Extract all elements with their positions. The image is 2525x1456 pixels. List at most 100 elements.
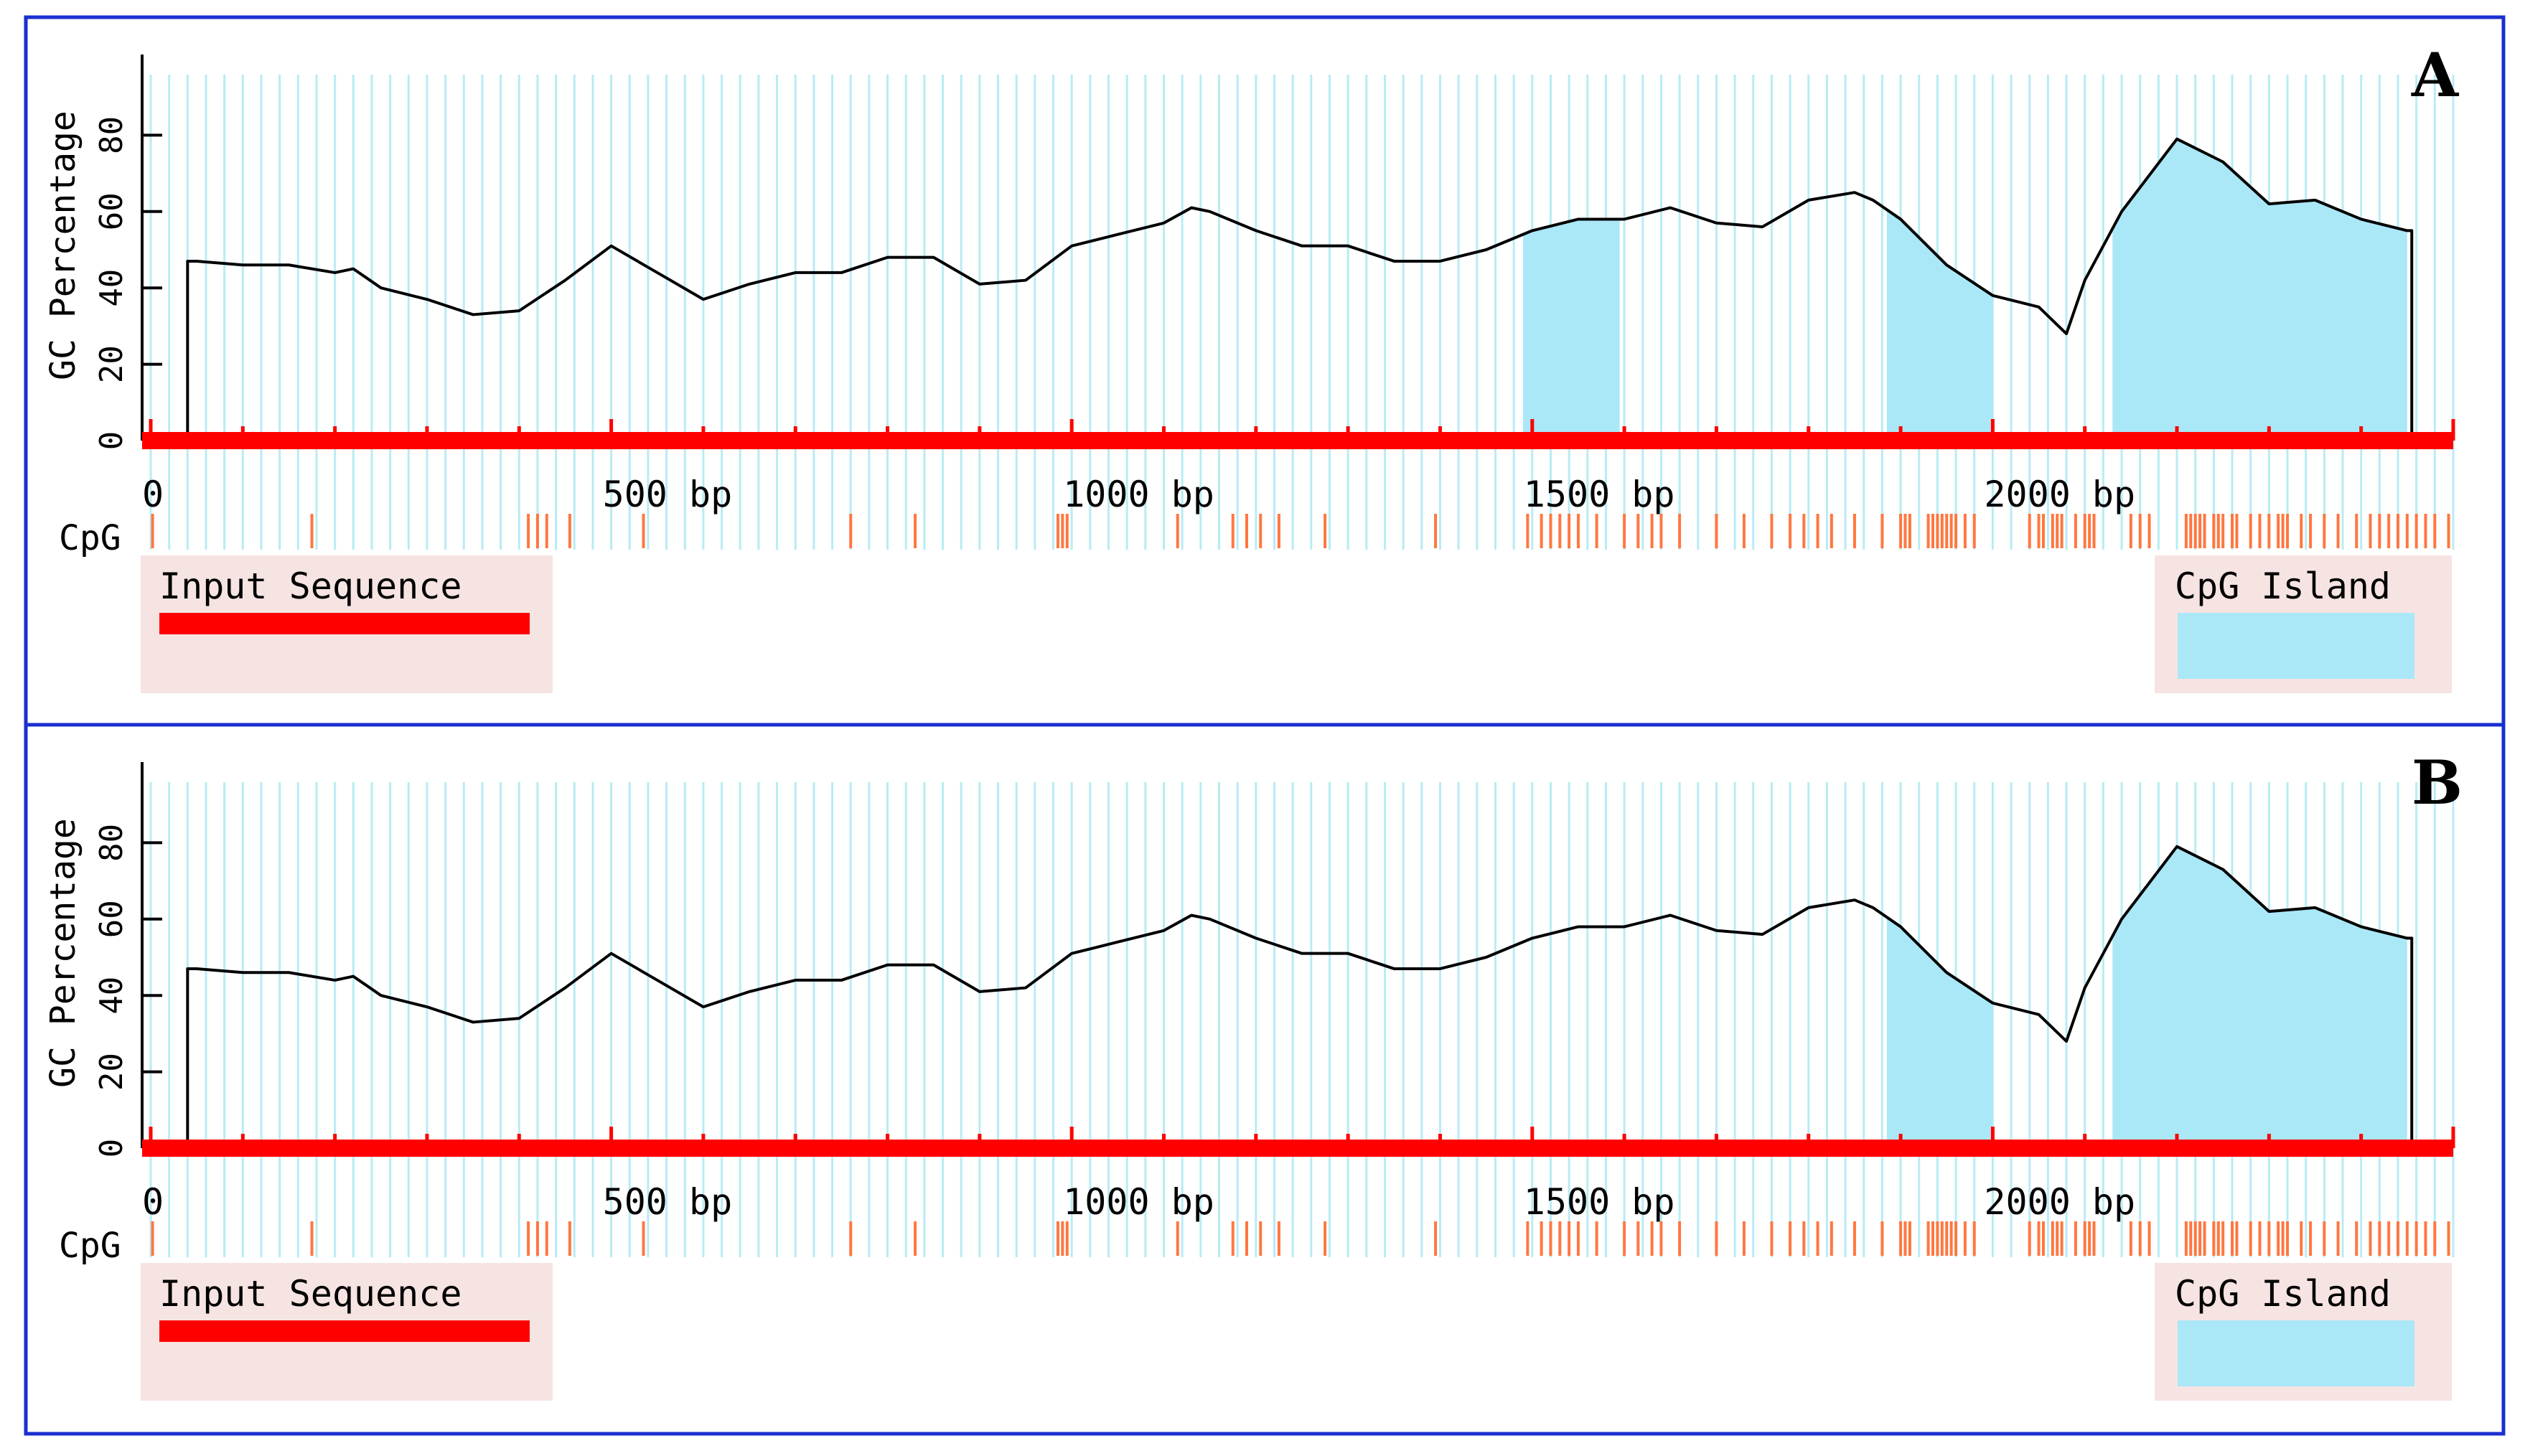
y-tick-label: 60 — [93, 900, 130, 938]
x-tick-label: 0 — [142, 474, 164, 515]
cpg-site-tick — [2414, 1221, 2418, 1256]
cpg-site-tick — [1940, 1221, 1944, 1256]
cpg-site-tick — [2267, 514, 2271, 548]
cpg-site-tick — [535, 1221, 539, 1256]
cpg-site-tick — [1623, 1221, 1626, 1256]
legend-island-swatch — [2178, 613, 2414, 679]
cpg-site-tick — [2028, 1221, 2031, 1256]
cpg-site-tick — [1945, 1221, 1949, 1256]
y-tick-label: 80 — [93, 824, 130, 862]
cpg-site-tick — [310, 514, 314, 548]
cpg-site-tick — [2336, 1221, 2340, 1256]
y-tick-label: 40 — [93, 977, 130, 1015]
cpg-site-tick — [1830, 514, 1833, 548]
cpg-site-tick — [2323, 1221, 2326, 1256]
cpg-site-tick — [1231, 1221, 1235, 1256]
y-tick-label: 20 — [93, 345, 130, 383]
cpg-site-tick — [1903, 514, 1907, 548]
cpg-site-tick — [2433, 1221, 2437, 1256]
cpg-site-tick — [2184, 514, 2188, 548]
cpg-site-tick — [1816, 1221, 1819, 1256]
cpg-site-tick — [1526, 1221, 1529, 1256]
x-tick-label: 0 — [142, 1181, 164, 1223]
cpg-site-tick — [1568, 1221, 1571, 1256]
cpg-site-tick — [2249, 514, 2252, 548]
cpg-site-tick — [2083, 514, 2086, 548]
cpg-site-tick — [1880, 1221, 1884, 1256]
cpg-site-tick — [2216, 1221, 2220, 1256]
cpg-site-tick — [2037, 1221, 2041, 1256]
cpg-site-tick — [1259, 1221, 1262, 1256]
y-axis-label: GC Percentage — [43, 818, 83, 1088]
panel-a: 0 20 40 60 80 GC Percentage 0 500 bp 1000 bp 1500… — [24, 15, 2506, 728]
cpg-site-tick — [2212, 514, 2216, 548]
cpg-site-tick — [2092, 514, 2096, 548]
cpg-site-tick — [2249, 1221, 2252, 1256]
x-tick-label: 2000 bp — [1984, 1181, 2135, 1223]
cpg-site-tick — [1056, 1221, 1059, 1256]
cpg-site-tick — [1434, 514, 1438, 548]
cpg-site-tick — [849, 514, 853, 548]
cpg-site-tick — [1277, 1221, 1280, 1256]
cpg-site-tick — [2198, 514, 2202, 548]
cpg-site-tick — [1880, 514, 1884, 548]
cpg-site-tick — [1650, 514, 1654, 548]
cpg-site-tick — [1549, 514, 1552, 548]
legend-input-swatch — [159, 613, 530, 634]
cpg-site-tick — [2147, 1221, 2151, 1256]
legend-island-swatch — [2178, 1320, 2414, 1386]
y-tick-label: 40 — [93, 269, 130, 307]
cpg-site-tick — [2405, 1221, 2409, 1256]
cpg-site-tick — [527, 1221, 530, 1256]
cpg-site-tick — [2286, 514, 2290, 548]
cpg-site-tick — [1065, 1221, 1069, 1256]
cpg-site-tick — [1802, 1221, 1806, 1256]
cpg-site-tick — [2088, 1221, 2091, 1256]
cpg-site-tick — [2424, 514, 2427, 548]
cpg-site-tick — [1434, 1221, 1438, 1256]
cpg-island-area — [2112, 846, 2407, 1148]
cpg-site-tick — [1595, 514, 1598, 548]
cpg-site-tick — [1659, 514, 1663, 548]
cpg-site-tick — [2037, 514, 2041, 548]
cpg-site-tick — [151, 1221, 154, 1256]
cpg-site-tick — [1650, 1221, 1654, 1256]
cpg-site-tick — [310, 1221, 314, 1256]
cpg-site-tick — [914, 514, 917, 548]
legend-island-label: CpG Island — [2175, 565, 2391, 607]
cpg-site-tick — [2041, 1221, 2045, 1256]
cpg-site-tick — [1936, 1221, 1939, 1256]
cpg-site-tick — [1972, 1221, 1976, 1256]
legend-input-label: Input Sequence — [159, 1273, 462, 1315]
cpg-site-tick — [2258, 1221, 2262, 1256]
cpg-site-tick — [2387, 514, 2391, 548]
cpg-site-tick — [2258, 514, 2262, 548]
cpg-site-tick — [1061, 514, 1064, 548]
cpg-site-tick — [1595, 1221, 1598, 1256]
cpg-site-tick — [849, 1221, 853, 1256]
y-tick-label: 80 — [93, 116, 130, 154]
cpg-island-area — [1886, 917, 1993, 1148]
cpg-site-tick — [1576, 1221, 1580, 1256]
panel-label: A — [2411, 39, 2460, 111]
cpg-site-tick — [1259, 514, 1262, 548]
cpg-site-tick — [2378, 1221, 2381, 1256]
cpg-site-tick — [2397, 1221, 2400, 1256]
cpg-site-tick — [1715, 1221, 1718, 1256]
cpg-site-tick — [545, 514, 548, 548]
x-tick-label: 500 bp — [603, 1181, 733, 1223]
grid — [149, 75, 2455, 550]
cpg-site-tick — [2267, 1221, 2271, 1256]
x-tick-label: 1000 bp — [1063, 1181, 1214, 1223]
cpg-site-tick — [535, 514, 539, 548]
cpg-site-tick — [1949, 1221, 1953, 1256]
cpg-site-tick — [1789, 1221, 1792, 1256]
cpg-site-tick — [2129, 1221, 2132, 1256]
cpg-site-tick — [1245, 1221, 1249, 1256]
cpg-site-tick — [568, 514, 571, 548]
cpg-site-tick — [2028, 514, 2031, 548]
cpg-site-tick — [2074, 514, 2077, 548]
cpg-site-tick — [2060, 1221, 2063, 1256]
cpg-site-tick — [2051, 514, 2054, 548]
cpg-site-tick — [1176, 1221, 1179, 1256]
